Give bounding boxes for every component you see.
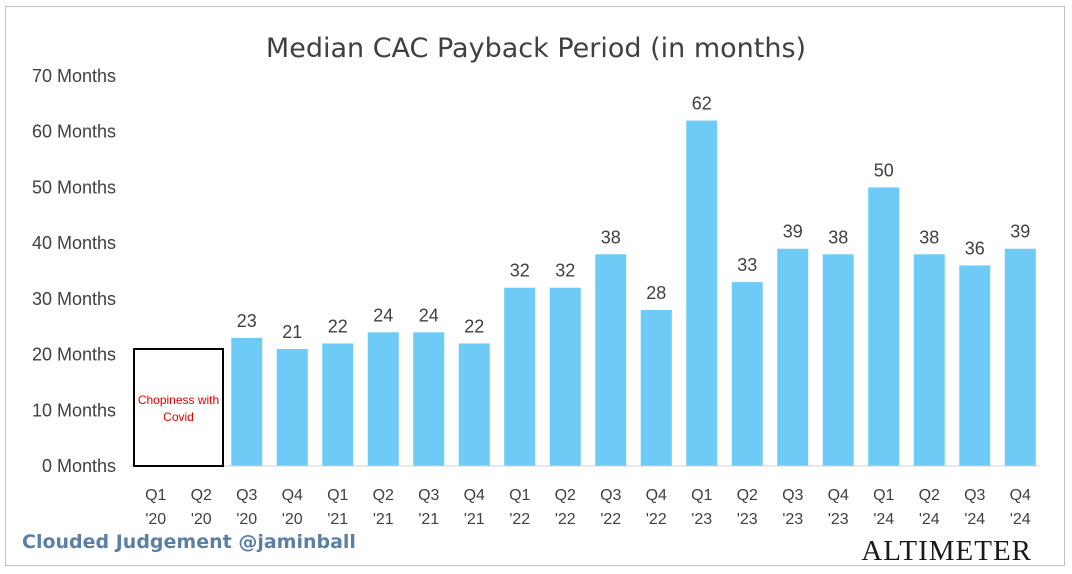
data-label: 28 bbox=[646, 283, 666, 303]
data-label: 24 bbox=[373, 305, 393, 325]
data-label: 32 bbox=[510, 261, 530, 281]
data-label: 50 bbox=[874, 160, 894, 180]
altimeter-logo: ALTIMETER bbox=[861, 535, 1032, 567]
x-axis: Q1 '20 Q2 '20 Q3 '20 Q4 '20 Q1 '21 Q2 '21 Q3 '21 Q4 '21… bbox=[130, 465, 1040, 528]
x-tick-label-quarter: Q1 bbox=[873, 487, 894, 504]
x-tick-label-quarter: Q3 bbox=[600, 487, 621, 504]
x-tick-label-quarter: Q4 bbox=[282, 487, 303, 504]
x-tick-label-year: '21 bbox=[327, 511, 348, 528]
x-tick-label-year: '23 bbox=[737, 511, 758, 528]
bar bbox=[640, 310, 672, 466]
x-tick-label-year: '20 bbox=[191, 511, 212, 528]
x-tick-label-year: '20 bbox=[282, 511, 303, 528]
x-tick-label-quarter: Q3 bbox=[236, 487, 257, 504]
y-tick-label: 40 Months bbox=[32, 233, 116, 253]
data-label: 32 bbox=[555, 261, 575, 281]
bar bbox=[913, 254, 945, 466]
data-label: 22 bbox=[328, 316, 348, 336]
x-tick-label-quarter: Q4 bbox=[646, 487, 667, 504]
bar bbox=[868, 187, 900, 466]
bar bbox=[1004, 248, 1036, 466]
y-tick-label: 50 Months bbox=[32, 177, 116, 197]
data-label: 21 bbox=[282, 322, 302, 342]
y-tick-label: 30 Months bbox=[32, 289, 116, 309]
data-labels-group: 23 21 22 24 24 22 32 32 38 28 62 33 39 38 50 38 36 39 bbox=[237, 94, 1031, 342]
covid-annotation: Chopiness with Covid bbox=[133, 348, 224, 467]
x-tick-label-year: '24 bbox=[964, 511, 985, 528]
data-label: 36 bbox=[965, 238, 985, 258]
x-tick-label-quarter: Q4 bbox=[1010, 487, 1031, 504]
x-tick-label-year: '23 bbox=[782, 511, 803, 528]
y-tick-label: 20 Months bbox=[32, 345, 116, 365]
x-tick-label-year: '20 bbox=[145, 511, 166, 528]
x-tick-label-year: '24 bbox=[873, 511, 894, 528]
bar bbox=[686, 120, 718, 467]
bar bbox=[822, 254, 854, 466]
x-tick-label-year: '22 bbox=[646, 511, 667, 528]
x-tick-label-quarter: Q1 bbox=[691, 487, 712, 504]
x-tick-label-quarter: Q1 bbox=[327, 487, 348, 504]
x-tick-label-quarter: Q3 bbox=[418, 487, 439, 504]
x-tick-label-quarter: Q1 bbox=[509, 487, 530, 504]
data-label: 39 bbox=[783, 222, 803, 242]
data-label: 38 bbox=[601, 227, 621, 247]
annotation-text: Covid bbox=[163, 410, 194, 424]
bar bbox=[322, 343, 354, 466]
x-tick-label-year: '24 bbox=[1010, 511, 1031, 528]
x-tick-label-year: '22 bbox=[555, 511, 576, 528]
x-tick-label-year: '22 bbox=[509, 511, 530, 528]
data-label: 39 bbox=[1010, 222, 1030, 242]
chart-title: Median CAC Payback Period (in months) bbox=[266, 33, 806, 64]
x-tick-label-year: '21 bbox=[464, 511, 485, 528]
y-tick-label: 70 Months bbox=[32, 66, 116, 86]
annotation-box bbox=[133, 348, 224, 467]
y-tick-label: 60 Months bbox=[32, 122, 116, 142]
x-tick-label-year: '24 bbox=[919, 511, 940, 528]
footer-credit: Clouded Judgement @jaminball bbox=[22, 531, 356, 553]
data-label: 38 bbox=[919, 227, 939, 247]
bar bbox=[731, 282, 763, 466]
x-tick-label-quarter: Q3 bbox=[964, 487, 985, 504]
y-tick-label: 0 Months bbox=[42, 456, 116, 476]
x-tick-label-quarter: Q2 bbox=[373, 487, 394, 504]
x-tick-label-quarter: Q2 bbox=[919, 487, 940, 504]
x-tick-label-quarter: Q4 bbox=[828, 487, 849, 504]
bar bbox=[458, 343, 490, 466]
bar bbox=[276, 349, 308, 466]
x-tick-label-year: '23 bbox=[691, 511, 712, 528]
data-label: 38 bbox=[828, 227, 848, 247]
bar bbox=[777, 248, 809, 466]
y-tick-label: 10 Months bbox=[32, 400, 116, 420]
x-tick-label-year: '20 bbox=[236, 511, 257, 528]
data-label: 62 bbox=[692, 94, 712, 114]
data-label: 33 bbox=[737, 255, 757, 275]
bar bbox=[549, 287, 581, 466]
bar bbox=[595, 254, 627, 466]
x-tick-label-year: '21 bbox=[373, 511, 394, 528]
x-tick-label-year: '21 bbox=[418, 511, 439, 528]
data-label: 23 bbox=[237, 311, 257, 331]
x-tick-label-quarter: Q1 bbox=[145, 487, 166, 504]
bar bbox=[959, 265, 991, 466]
bar bbox=[413, 332, 445, 466]
x-tick-label-quarter: Q2 bbox=[737, 487, 758, 504]
bars-group bbox=[231, 120, 1036, 467]
x-tick-label-year: '22 bbox=[600, 511, 621, 528]
data-label: 24 bbox=[419, 305, 439, 325]
data-label: 22 bbox=[464, 316, 484, 336]
bar bbox=[231, 337, 263, 466]
bar bbox=[367, 332, 399, 466]
annotation-text: Chopiness with bbox=[138, 393, 219, 407]
x-tick-label-quarter: Q2 bbox=[191, 487, 212, 504]
x-tick-label-quarter: Q4 bbox=[464, 487, 485, 504]
x-tick-label-quarter: Q3 bbox=[782, 487, 803, 504]
x-tick-label-year: '23 bbox=[828, 511, 849, 528]
chart-frame bbox=[5, 6, 1065, 566]
bar bbox=[504, 287, 536, 466]
y-axis: 0 Months 10 Months 20 Months 30 Months 40 Mo… bbox=[32, 66, 116, 476]
x-tick-label-quarter: Q2 bbox=[555, 487, 576, 504]
